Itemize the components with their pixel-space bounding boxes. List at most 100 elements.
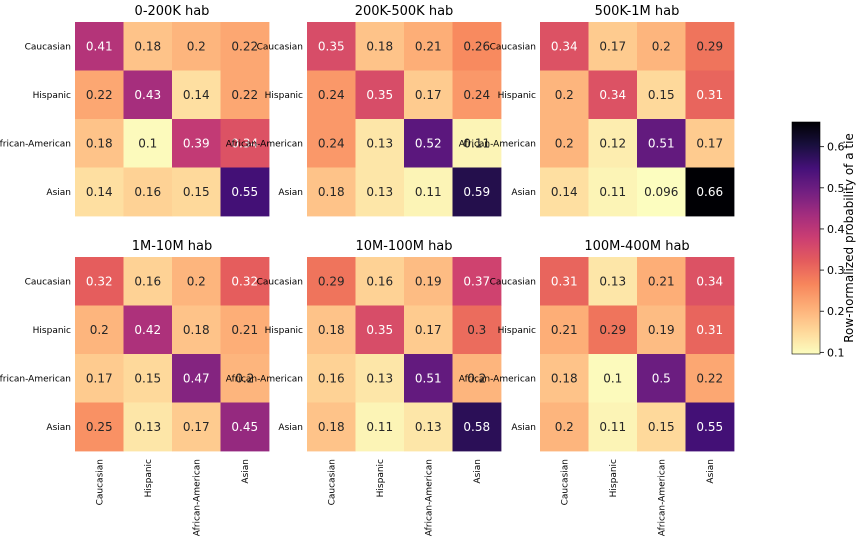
cell-value-label: 0.55 (231, 185, 258, 199)
cell-value-label: 0.17 (415, 88, 442, 102)
heatmap-cell (307, 257, 356, 306)
heatmap-panel: 1M-10M hab 0.32 0.16 0.2 0.32 0.2 0.42 0.18 0.21… (0, 239, 270, 536)
heatmap-cell (452, 402, 502, 452)
colorbar-tick-label: 0.4 (827, 223, 845, 236)
heatmap-cell (404, 402, 453, 452)
heatmap-cell (588, 119, 638, 168)
cell-value-label: 0.22 (86, 88, 113, 102)
col-tick-label: Asian (706, 459, 716, 484)
cell-value-label: 0.34 (696, 274, 723, 288)
cell-value-label: 0.12 (599, 136, 626, 150)
row-tick-label: African-American (0, 139, 71, 149)
cell-value-label: 0.31 (696, 88, 723, 102)
heatmap-cell (404, 257, 453, 306)
heatmap-cell (685, 167, 735, 217)
cell-value-label: 0.47 (183, 371, 210, 385)
heatmap-cell (404, 22, 453, 71)
heatmap-cell (75, 167, 124, 217)
heatmap-cell (123, 354, 173, 403)
cell-value-label: 0.39 (183, 136, 210, 150)
colorbar-tick-label: 0.2 (827, 305, 845, 318)
heatmap-cell (75, 70, 124, 120)
heatmap-cell (540, 70, 589, 120)
cell-value-label: 0.22 (696, 371, 723, 385)
cell-value-label: 0.15 (648, 88, 675, 102)
heatmap-cell (307, 70, 356, 120)
cell-value-label: 0.32 (86, 274, 113, 288)
cell-value-label: 0.16 (366, 274, 393, 288)
col-tick-label: Asian (473, 459, 483, 484)
heatmap-cell (307, 354, 356, 403)
cell-value-label: 0.21 (415, 39, 442, 53)
row-tick-label: African-American (459, 139, 536, 149)
col-tick-label: African-American (192, 459, 202, 536)
cell-value-label: 0.16 (318, 371, 345, 385)
cell-value-label: 0.13 (366, 371, 393, 385)
heatmap-cell (307, 22, 356, 71)
cell-value-label: 0.41 (86, 39, 113, 53)
heatmap-cell (123, 167, 173, 217)
cell-value-label: 0.66 (696, 185, 723, 199)
cell-value-label: 0.13 (366, 185, 393, 199)
row-tick-label: Asian (46, 188, 71, 198)
heatmap-cell (355, 119, 405, 168)
heatmap-panel: 500K-1M hab 0.34 0.17 0.2 0.29 0.2 0.34 0.15 0.3… (459, 4, 735, 217)
row-tick-label: Caucasian (490, 277, 536, 287)
cell-value-label: 0.19 (648, 323, 675, 337)
heatmap-cell (123, 305, 173, 355)
heatmap-cell (355, 22, 405, 71)
cell-value-label: 0.2 (187, 274, 206, 288)
heatmap-panel: 200K-500K hab 0.35 0.18 0.21 0.26 0.24 0.35 0.1… (226, 4, 502, 217)
heatmap-cell (452, 305, 502, 355)
cell-value-label: 0.2 (187, 39, 206, 53)
cell-value-label: 0.14 (183, 88, 210, 102)
cell-value-label: 0.34 (599, 88, 626, 102)
heatmap-cell (220, 119, 270, 168)
row-tick-label: Caucasian (25, 277, 71, 287)
row-tick-label: African-American (459, 374, 536, 384)
cell-value-label: 0.18 (318, 323, 345, 337)
col-tick-label: Asian (241, 459, 251, 484)
row-tick-label: Caucasian (25, 42, 71, 52)
cell-value-label: 0.2 (235, 371, 254, 385)
cell-value-label: 0.51 (415, 371, 442, 385)
heatmap-cell (355, 354, 405, 403)
heatmap-cell (588, 354, 638, 403)
cell-value-label: 0.18 (551, 371, 578, 385)
heatmap-cell (75, 257, 124, 306)
heatmap-cell (172, 70, 221, 120)
cell-value-label: 0.15 (134, 371, 161, 385)
heatmap-cell (685, 305, 735, 355)
row-tick-label: Hispanic (33, 326, 71, 336)
cell-value-label: 0.1 (138, 136, 157, 150)
col-tick-label: Caucasian (95, 459, 105, 505)
heatmap-cell (172, 354, 221, 403)
heatmap-cell (404, 119, 453, 168)
heatmap-cell (685, 119, 735, 168)
cell-value-label: 0.43 (134, 88, 161, 102)
cell-value-label: 0.24 (318, 136, 345, 150)
cell-value-label: 0.13 (415, 420, 442, 434)
col-tick-label: African-American (657, 459, 667, 536)
heatmap-cell (540, 22, 589, 71)
heatmap-cell (685, 257, 735, 306)
col-tick-label: Hispanic (376, 459, 386, 497)
heatmap-cell (540, 305, 589, 355)
cell-value-label: 0.13 (599, 274, 626, 288)
heatmap-cell (404, 305, 453, 355)
cell-value-label: 0.15 (183, 185, 210, 199)
cell-value-label: 0.18 (318, 185, 345, 199)
heatmap-cell (172, 305, 221, 355)
row-tick-label: Caucasian (490, 42, 536, 52)
heatmap-cell (452, 167, 502, 217)
heatmap-cell (588, 402, 638, 452)
heatmap-cell (355, 70, 405, 120)
cell-value-label: 0.17 (183, 420, 210, 434)
cell-value-label: 0.29 (599, 323, 626, 337)
cell-value-label: 0.2 (555, 88, 574, 102)
heatmap-cell (637, 22, 686, 71)
cell-value-label: 0.17 (696, 136, 723, 150)
heatmap-cell (307, 119, 356, 168)
cell-value-label: 0.18 (366, 39, 393, 53)
col-tick-label: African-American (424, 459, 434, 536)
